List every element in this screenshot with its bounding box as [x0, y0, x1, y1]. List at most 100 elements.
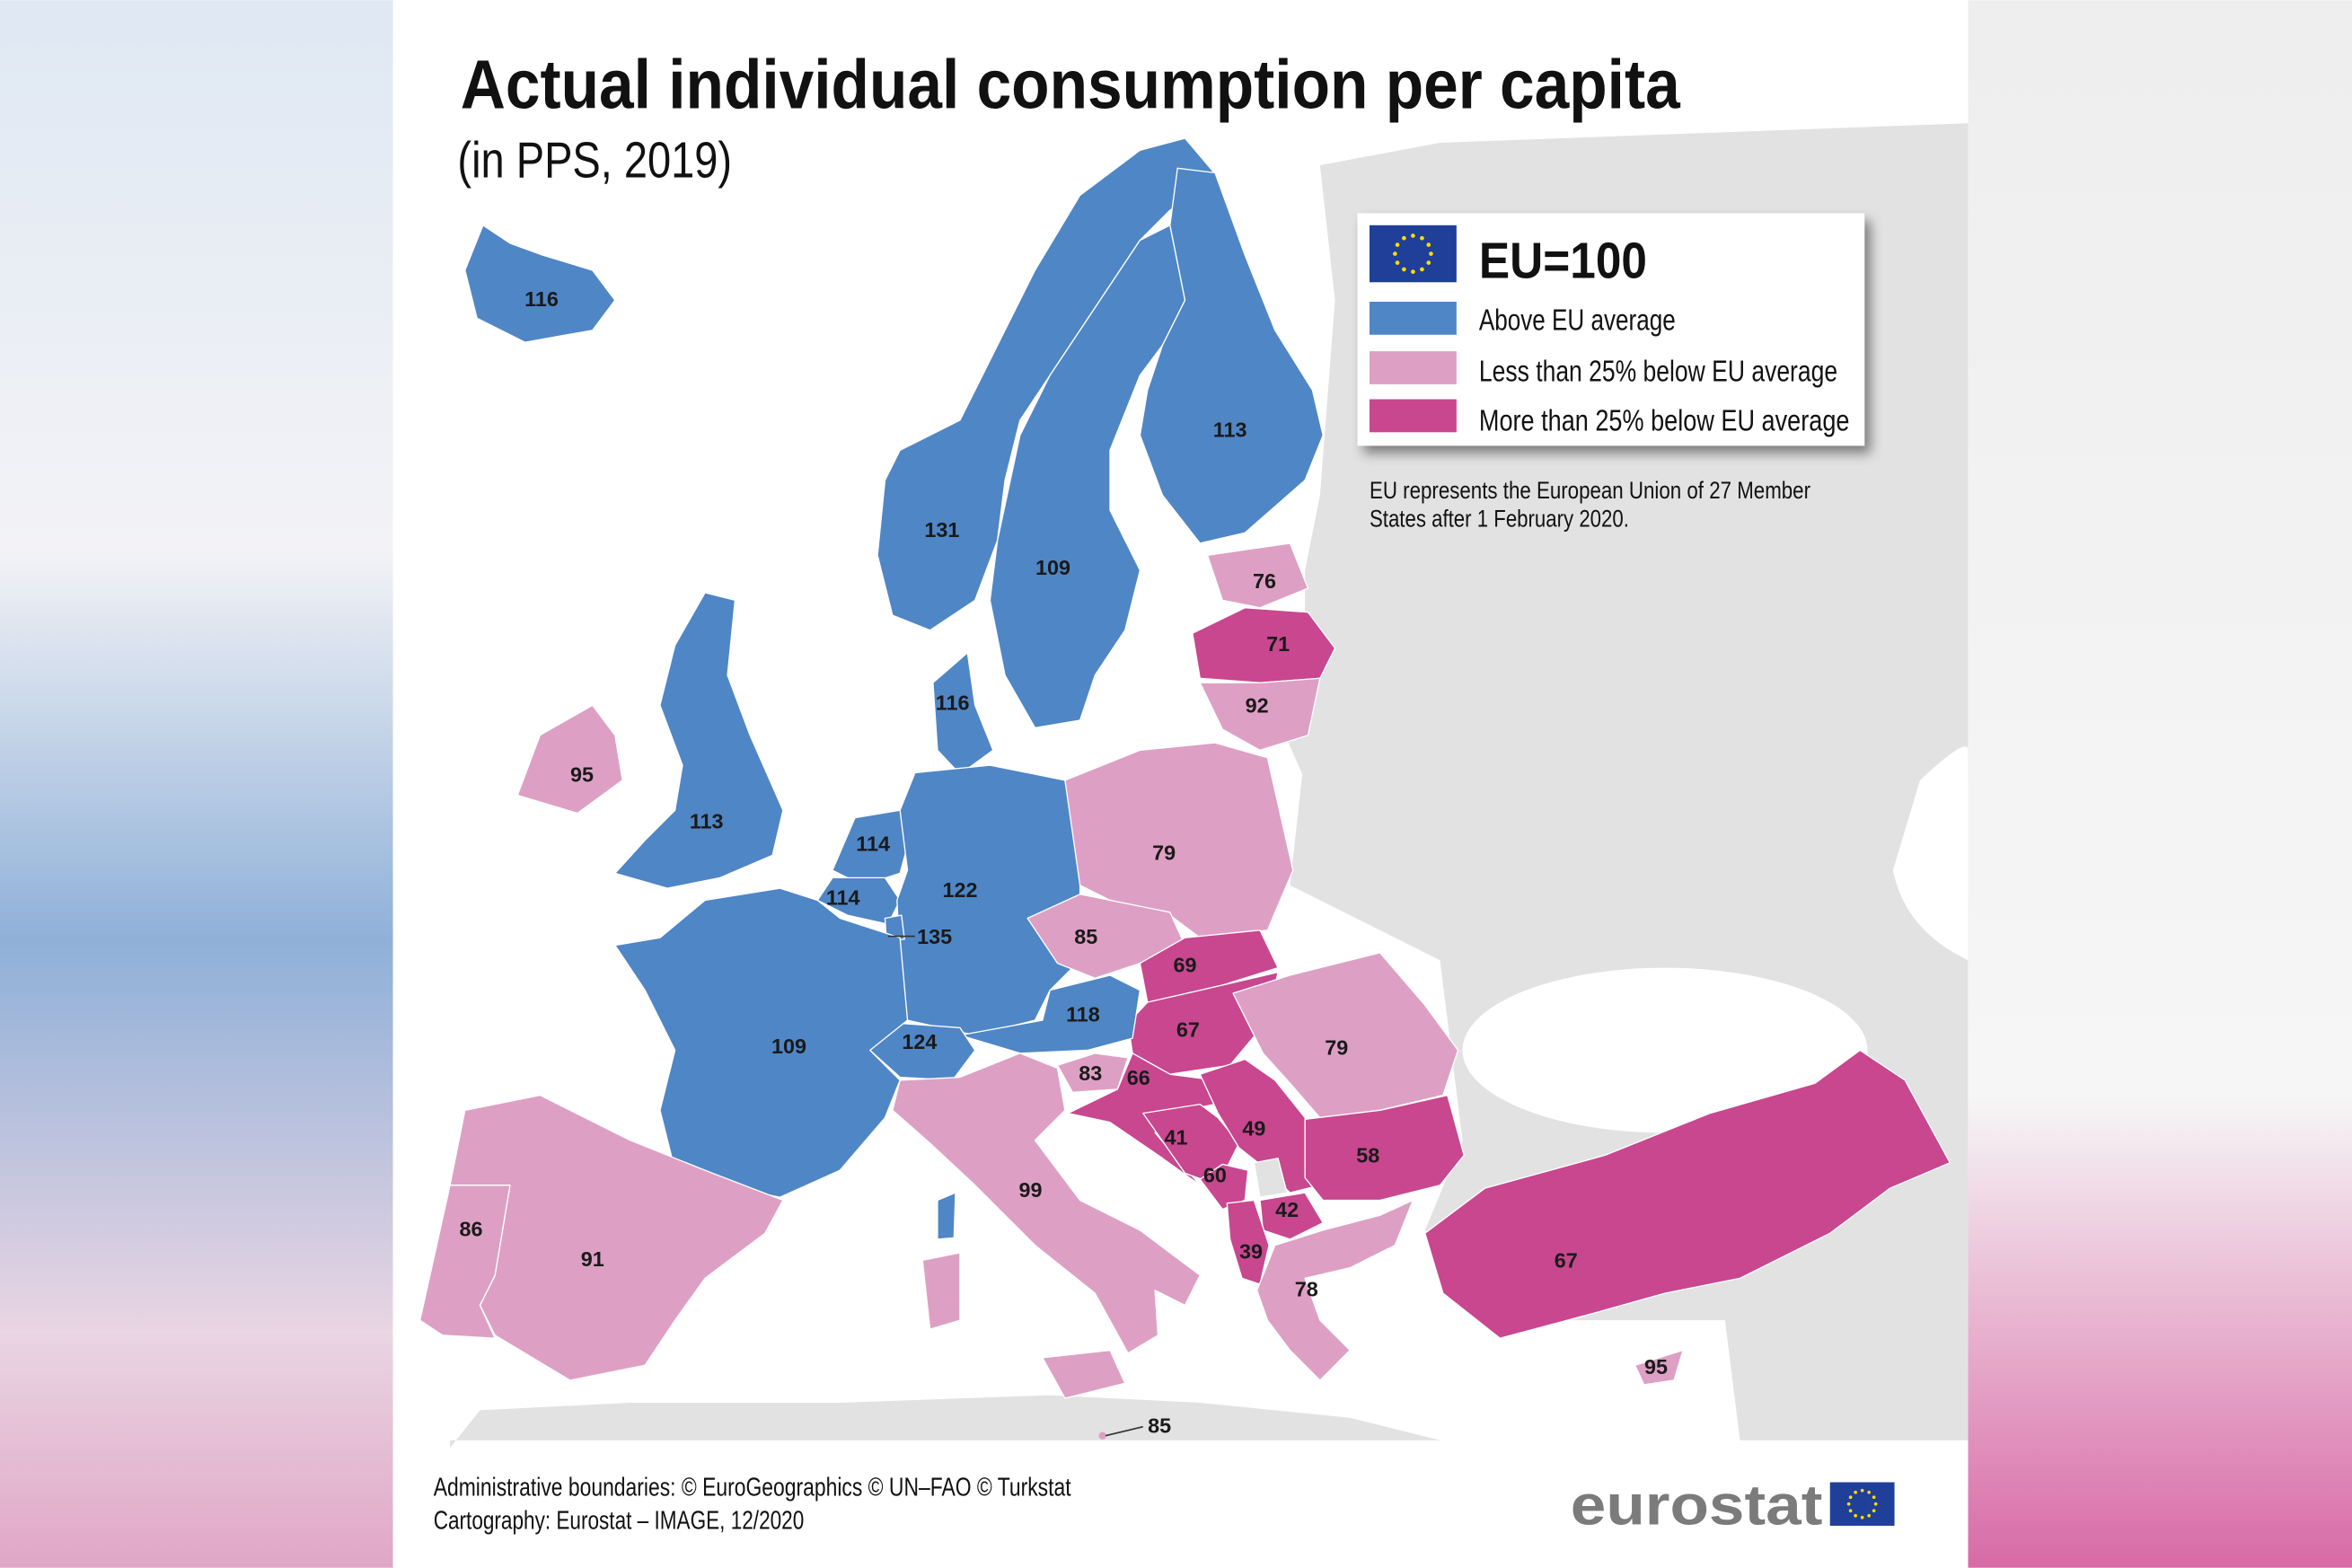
flag-star [1426, 260, 1431, 265]
value-label: 91 [581, 1247, 604, 1271]
value-label: 92 [1246, 694, 1269, 718]
flag-star [1848, 1509, 1853, 1513]
value-label: 79 [1152, 841, 1176, 864]
value-label: 113 [1213, 418, 1247, 441]
value-label: 116 [936, 691, 970, 714]
flag-star [1872, 1509, 1876, 1513]
value-label: 113 [690, 809, 724, 832]
value-label: 109 [771, 1035, 806, 1058]
value-label: 42 [1275, 1198, 1299, 1221]
value-label: 67 [1176, 1017, 1200, 1041]
flag-star [1402, 235, 1406, 241]
flag-star [1420, 235, 1424, 241]
region-bulgaria[interactable] [1304, 1094, 1465, 1202]
region-cyprus[interactable] [1634, 1349, 1684, 1386]
region-slovenia[interactable] [1056, 1053, 1129, 1093]
flag-star [1854, 1513, 1857, 1518]
value-label: 69 [1174, 954, 1197, 977]
value-label: 124 [902, 1030, 937, 1053]
flag-star [1402, 267, 1406, 272]
region-turkey[interactable] [1424, 1049, 1951, 1339]
region-latvia[interactable] [1192, 607, 1336, 683]
value-label: 122 [942, 878, 977, 902]
region-greece[interactable] [1256, 1199, 1414, 1381]
value-label: 131 [924, 518, 959, 542]
region-serbia[interactable] [1199, 1058, 1321, 1194]
flag-star [1872, 1495, 1876, 1500]
region-malta[interactable] [1098, 1431, 1106, 1440]
region-montenegro[interactable] [1199, 1163, 1249, 1211]
flag-star [1860, 1515, 1864, 1520]
flag-star [1411, 233, 1415, 238]
region-corsica [937, 1192, 956, 1240]
value-label: 85 [1074, 925, 1097, 948]
legend-swatch-more25 [1369, 399, 1457, 433]
region-portugal[interactable] [419, 1185, 511, 1339]
value-label: 41 [1164, 1126, 1187, 1150]
flag-star [1867, 1490, 1872, 1494]
region-iceland[interactable] [464, 225, 616, 343]
region-sardinia [921, 1252, 961, 1330]
malta-leader-line [1105, 1425, 1143, 1437]
flag-star [1848, 1495, 1853, 1500]
flag-star [1873, 1502, 1878, 1506]
value-label: 76 [1253, 569, 1276, 593]
note-line-1: EU represents the European Union of 27 M… [1370, 477, 1810, 504]
legend-swatch-above [1369, 302, 1457, 335]
region-romania[interactable] [1232, 952, 1459, 1119]
page-subtitle: (in PPS, 2019) [457, 132, 732, 189]
value-label: 86 [459, 1218, 482, 1241]
region-finland[interactable] [1139, 167, 1324, 544]
flag-star [1411, 269, 1415, 274]
value-label: 60 [1203, 1163, 1227, 1186]
flag-star [1867, 1513, 1872, 1518]
region-kosovo [1253, 1158, 1288, 1198]
region-sicily [1042, 1349, 1126, 1399]
page-title: Actual individual consumption per capita [461, 47, 1681, 124]
value-label: 66 [1127, 1066, 1150, 1089]
flag-star [1426, 242, 1431, 247]
left-backdrop [0, 0, 393, 1568]
flag-star [1854, 1490, 1857, 1494]
legend-label-less25: Less than 25% below EU average [1479, 356, 1837, 389]
region-uk[interactable] [614, 592, 784, 889]
value-label: 39 [1239, 1240, 1263, 1264]
eu-stars-icon [1393, 233, 1433, 274]
note-line-2: States after 1 February 2020. [1370, 506, 1629, 533]
region-lithuania[interactable] [1199, 677, 1321, 752]
value-label: 99 [1018, 1178, 1042, 1202]
flag-star [1846, 1502, 1851, 1506]
legend-label-more25: More than 25% below EU average [1479, 405, 1850, 438]
flag-star [1860, 1488, 1864, 1493]
flag-star [1429, 251, 1433, 256]
value-label: 71 [1266, 632, 1290, 656]
countries [419, 137, 1951, 1440]
flag-star [1395, 242, 1400, 247]
region-poland[interactable] [1064, 742, 1294, 938]
legend-heading: EU=100 [1479, 233, 1647, 289]
value-label: 135 [917, 925, 952, 948]
value-label: 118 [1066, 1003, 1100, 1026]
legend-swatch-less25 [1369, 351, 1457, 384]
region-estonia[interactable] [1206, 542, 1309, 609]
region-austria[interactable] [959, 974, 1141, 1054]
region-sweden[interactable] [989, 225, 1186, 729]
eurostat-stars-icon [1846, 1488, 1878, 1520]
caspian-sea [1892, 746, 1969, 961]
footer-cartography: Cartography: Eurostat – IMAGE, 12/2020 [434, 1506, 805, 1535]
flag-star [1393, 251, 1397, 256]
region-denmark[interactable] [932, 652, 994, 775]
value-label: 116 [524, 287, 559, 311]
value-label: 95 [1644, 1355, 1668, 1379]
flag-star [1420, 267, 1424, 272]
value-label: 95 [570, 762, 594, 786]
region-ireland[interactable] [516, 704, 623, 815]
right-backdrop [1968, 0, 2352, 1568]
value-label: 58 [1356, 1144, 1379, 1167]
region-italy[interactable] [892, 1053, 1201, 1354]
value-label: 114 [826, 885, 860, 909]
value-label: 78 [1295, 1277, 1318, 1300]
legend: EU=100 Above EU average Less than 25% be… [1357, 213, 1865, 446]
flag-star [1395, 260, 1400, 265]
